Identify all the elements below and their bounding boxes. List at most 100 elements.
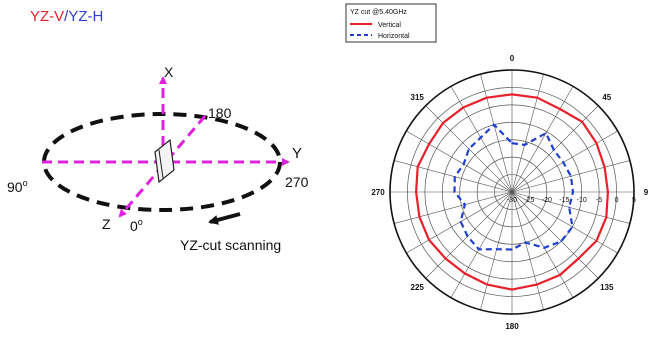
polar-grid-spoke-150 xyxy=(511,191,574,298)
polar-grid-spoke-30 xyxy=(511,86,574,193)
series-point-horizontal-15 xyxy=(523,144,526,146)
series-point-vertical-150 xyxy=(559,274,561,276)
series-point-horizontal-180 xyxy=(511,248,513,251)
polar-outer-frame xyxy=(389,69,635,315)
radial-tick-label-4: -10 xyxy=(577,197,587,204)
x-axis-label: X xyxy=(164,64,174,80)
polar-chart: -30 -25 -20 -15 -10 -5 0 5 0 45 9 135 180 225 270 315 xyxy=(371,54,648,331)
series-point-vertical-15 xyxy=(536,96,539,99)
radial-tick-label-2: -20 xyxy=(542,197,552,204)
series-point-vertical-300 xyxy=(428,143,430,145)
polar-grid-spoke-285 xyxy=(394,160,513,193)
series-point-vertical-285 xyxy=(416,165,419,168)
polar-grid-spoke-120 xyxy=(511,191,618,254)
z-axis-label: Z xyxy=(102,216,111,232)
radial-tick-label-0: -30 xyxy=(507,197,517,204)
polar-grid-spoke-165 xyxy=(511,191,544,310)
polar-grid-spoke-45 xyxy=(511,105,599,193)
polar-grid-spoke-60 xyxy=(511,130,618,193)
series-point-horizontal-225 xyxy=(466,235,469,238)
angle-270-label: 270 xyxy=(285,174,309,190)
series-point-horizontal-210 xyxy=(478,248,480,251)
title-vertical-part: YZ-V xyxy=(30,8,64,25)
series-point-horizontal-270 xyxy=(453,191,456,193)
figure-title: YZ-V/YZ-H xyxy=(30,8,103,25)
series-line-horizontal xyxy=(453,123,575,251)
title-horizontal-part: YZ-H xyxy=(68,8,103,25)
series-point-horizontal-135 xyxy=(560,240,563,243)
scan-caption: YZ-cut scanning xyxy=(180,237,281,253)
angle-90-label: 90o xyxy=(7,178,28,195)
series-point-horizontal-120 xyxy=(571,226,574,228)
y-axis-label: Y xyxy=(292,145,302,162)
series-point-vertical-210 xyxy=(464,272,466,275)
radial-tick-label-5: -5 xyxy=(596,197,602,204)
radial-tick-label-1: -25 xyxy=(524,197,534,204)
legend-horizontal-label: Horizontal xyxy=(378,33,410,40)
angle-label-135: 135 xyxy=(600,283,614,292)
radial-tick-label-3: -15 xyxy=(559,197,569,204)
series-point-horizontal-330 xyxy=(479,136,482,139)
series-point-vertical-255 xyxy=(418,216,421,218)
series-point-horizontal-300 xyxy=(462,163,465,165)
series-point-horizontal-240 xyxy=(459,220,462,223)
polar-grid-spoke-15 xyxy=(511,74,544,193)
polar-grid-spoke-225 xyxy=(425,191,513,279)
series-point-horizontal-165 xyxy=(524,241,527,244)
series-point-horizontal-195 xyxy=(495,248,498,250)
series-point-vertical-135 xyxy=(577,257,580,260)
series-point-vertical-165 xyxy=(536,283,538,286)
chart-legend: YZ cut @5.40GHz Vertical Horizontal xyxy=(345,3,437,43)
series-point-vertical-30 xyxy=(559,108,561,110)
angle-label-315: 315 xyxy=(411,93,425,102)
series-point-vertical-45 xyxy=(581,121,583,123)
angle-180-label: 180 xyxy=(208,105,232,121)
series-point-vertical-90 xyxy=(607,191,609,193)
series-point-horizontal-0 xyxy=(511,142,513,144)
series-point-horizontal-45 xyxy=(553,149,555,151)
angle-0-label: 0o xyxy=(130,217,143,234)
radial-tick-label-7: 5 xyxy=(632,197,636,204)
scan-direction-arrow xyxy=(208,212,241,225)
series-point-vertical-315 xyxy=(442,122,444,124)
polar-grid-spoke-255 xyxy=(394,191,513,224)
polar-grid-spoke-300 xyxy=(406,130,513,193)
polar-grid-spoke-345 xyxy=(480,74,513,193)
angle-label-225: 225 xyxy=(411,283,425,292)
series-point-horizontal-315 xyxy=(468,148,470,150)
series-point-vertical-120 xyxy=(595,240,598,242)
antenna-plate xyxy=(154,138,175,184)
series-point-horizontal-75 xyxy=(570,175,572,177)
angle-label-45: 45 xyxy=(602,93,611,102)
series-point-horizontal-60 xyxy=(562,161,565,164)
angle-label-0: 0 xyxy=(510,54,515,63)
series-point-vertical-0 xyxy=(511,93,513,96)
series-point-vertical-225 xyxy=(444,257,447,260)
series-point-horizontal-255 xyxy=(464,203,466,206)
series-point-horizontal-105 xyxy=(568,206,570,209)
series-point-vertical-345 xyxy=(485,96,488,99)
series-point-vertical-180 xyxy=(511,288,513,291)
antenna-plate-edge xyxy=(158,149,164,179)
polar-grid-spoke-210 xyxy=(450,191,513,298)
polar-grid-spoke-105 xyxy=(511,191,630,224)
series-point-horizontal-150 xyxy=(543,247,545,249)
series-point-horizontal-90 xyxy=(572,191,574,193)
series-point-vertical-240 xyxy=(428,239,430,241)
polar-grid-spoke-135 xyxy=(511,191,599,279)
legend-vertical-label: Vertical xyxy=(378,22,401,29)
series-point-horizontal-345 xyxy=(493,123,495,126)
polar-grid-spoke-240 xyxy=(406,191,513,254)
series-point-vertical-270 xyxy=(415,191,417,193)
series-point-vertical-105 xyxy=(605,216,608,219)
angle-label-90: 9 xyxy=(644,188,648,197)
series-point-horizontal-30 xyxy=(545,132,547,134)
angle-label-270: 270 xyxy=(371,188,385,197)
series-point-vertical-60 xyxy=(595,142,598,144)
title-separator: / xyxy=(64,8,69,25)
series-point-horizontal-285 xyxy=(454,175,456,178)
series-point-vertical-75 xyxy=(603,166,606,168)
scan-geometry-diagram: X Y Z 180 90o 270 0o YZ-cut scanning xyxy=(7,64,309,253)
polar-grid-spoke-195 xyxy=(480,191,513,310)
